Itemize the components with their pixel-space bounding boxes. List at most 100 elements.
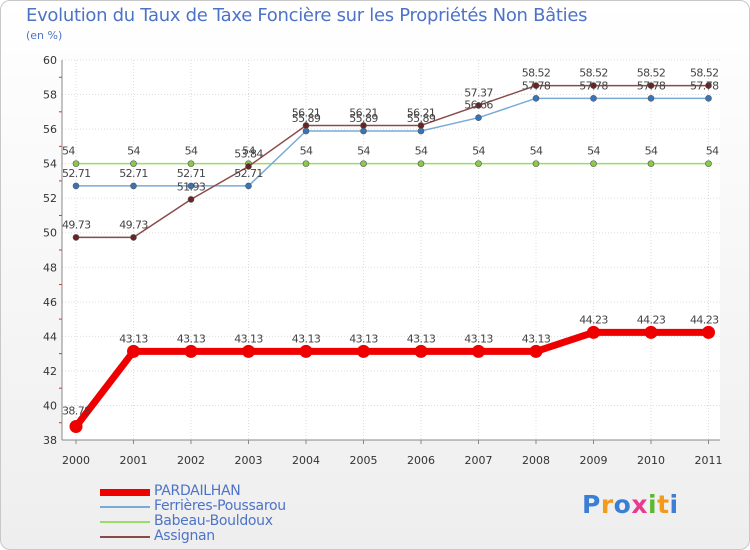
data-label: 58.52 (579, 67, 608, 80)
x-tick-label: 2000 (62, 454, 90, 467)
data-point (360, 122, 367, 129)
x-tick-label: 2007 (465, 454, 493, 467)
data-point (472, 344, 485, 358)
data-point (130, 234, 137, 241)
line-chart: 38 40 42 44 46 48 50 52 54 56 58 60 2000 2001 2002 2003… (43, 54, 723, 467)
data-point (475, 160, 482, 167)
x-tick-label: 2010 (637, 454, 665, 467)
data-point (187, 196, 195, 203)
data-label: 43.13 (119, 332, 148, 345)
brand-letter: i (669, 490, 679, 519)
data-label: 55.89 (349, 112, 378, 125)
data-label: 53.84 (234, 147, 263, 160)
data-label: 55.89 (292, 112, 321, 125)
data-point (69, 420, 83, 434)
data-label: 49.73 (119, 218, 148, 231)
x-tick-label: 2005 (350, 454, 378, 467)
data-label: 57.78 (690, 79, 719, 92)
x-tick-label: 2004 (292, 454, 320, 467)
unit-label: (en %) (26, 29, 63, 42)
data-label: 44.23 (690, 313, 719, 326)
data-point (475, 114, 482, 121)
data-label: 43.13 (349, 332, 378, 345)
brand-letter: x (631, 490, 648, 519)
data-label: 54 (185, 145, 198, 158)
data-point (702, 325, 715, 339)
data-point (647, 160, 655, 167)
data-label: 56.21 (349, 106, 378, 119)
data-label: 57.78 (637, 79, 666, 92)
data-label: 43.13 (522, 332, 551, 345)
y-tick-label: 50 (43, 227, 57, 240)
data-label: 43.13 (234, 332, 263, 345)
legend-swatch (100, 521, 150, 523)
data-label: 52.71 (234, 167, 263, 180)
data-point (187, 160, 195, 167)
brand-logo: Proxiti (582, 490, 679, 519)
legend-label: Ferrières-Poussarou (154, 498, 286, 514)
data-point (184, 344, 198, 358)
data-label: 58.52 (690, 67, 719, 80)
data-label: 56.66 (464, 99, 493, 112)
data-point (587, 325, 600, 339)
y-tick-label: 60 (43, 54, 57, 67)
data-label: 54 (530, 145, 543, 158)
x-tick-label: 2006 (407, 454, 435, 467)
data-label: 38.78 (62, 405, 91, 418)
data-point (245, 163, 252, 170)
chart-title: Evolution du Taux de Taxe Foncière sur l… (26, 5, 588, 26)
data-point (302, 122, 310, 129)
data-label: 54 (357, 145, 370, 158)
data-point (644, 325, 658, 339)
data-label: 57.78 (579, 79, 608, 92)
data-point (417, 127, 425, 135)
data-point (532, 95, 540, 102)
plot-area (62, 60, 720, 440)
data-point (72, 182, 80, 190)
data-point (130, 160, 137, 167)
y-tick-label: 44 (43, 330, 57, 343)
data-point (299, 344, 313, 358)
y-tick-label: 56 (43, 123, 57, 136)
y-tick-label: 40 (43, 399, 57, 412)
data-label: 58.52 (522, 67, 551, 80)
x-tick-label: 2008 (522, 454, 550, 467)
y-tick-label: 46 (43, 296, 57, 309)
series-line-PARDAILHAN (72, 328, 712, 431)
y-tick-label: 42 (43, 365, 57, 378)
legend-swatch (100, 489, 150, 496)
data-point (532, 160, 540, 167)
data-point (647, 82, 655, 89)
data-point (357, 344, 370, 358)
legend-label: Babeau-Bouldoux (154, 513, 273, 529)
data-label: 54 (242, 145, 255, 158)
x-tick-label: 2003 (235, 454, 263, 467)
legend-swatch (100, 536, 150, 538)
legend-label: Assignan (154, 528, 215, 544)
x-tick-label: 2001 (120, 454, 148, 467)
y-tick-label: 54 (43, 158, 57, 171)
data-label: 54 (472, 145, 485, 158)
data-label: 54 (62, 145, 75, 158)
data-label: 54 (300, 145, 313, 158)
data-point (590, 82, 597, 89)
data-point (705, 82, 712, 89)
series-line-Ferrières-Poussarou (75, 97, 710, 187)
y-tick-label: 38 (43, 434, 57, 447)
data-label: 51.93 (177, 180, 206, 193)
data-label: 43.13 (177, 332, 206, 345)
brand-letter: r (600, 490, 614, 519)
data-label: 43.13 (292, 332, 321, 345)
legend-swatch (100, 506, 150, 508)
data-point (529, 344, 543, 358)
data-point (302, 127, 310, 135)
data-point (242, 344, 255, 358)
data-point (590, 160, 597, 167)
y-tick-label: 58 (43, 89, 57, 102)
data-point (127, 344, 140, 358)
legend-label: PARDAILHAN (154, 483, 241, 499)
data-label: 54 (706, 145, 719, 158)
data-label: 52.71 (62, 167, 91, 180)
data-label: 54 (127, 145, 140, 158)
x-tick-label: 2011 (695, 454, 723, 467)
